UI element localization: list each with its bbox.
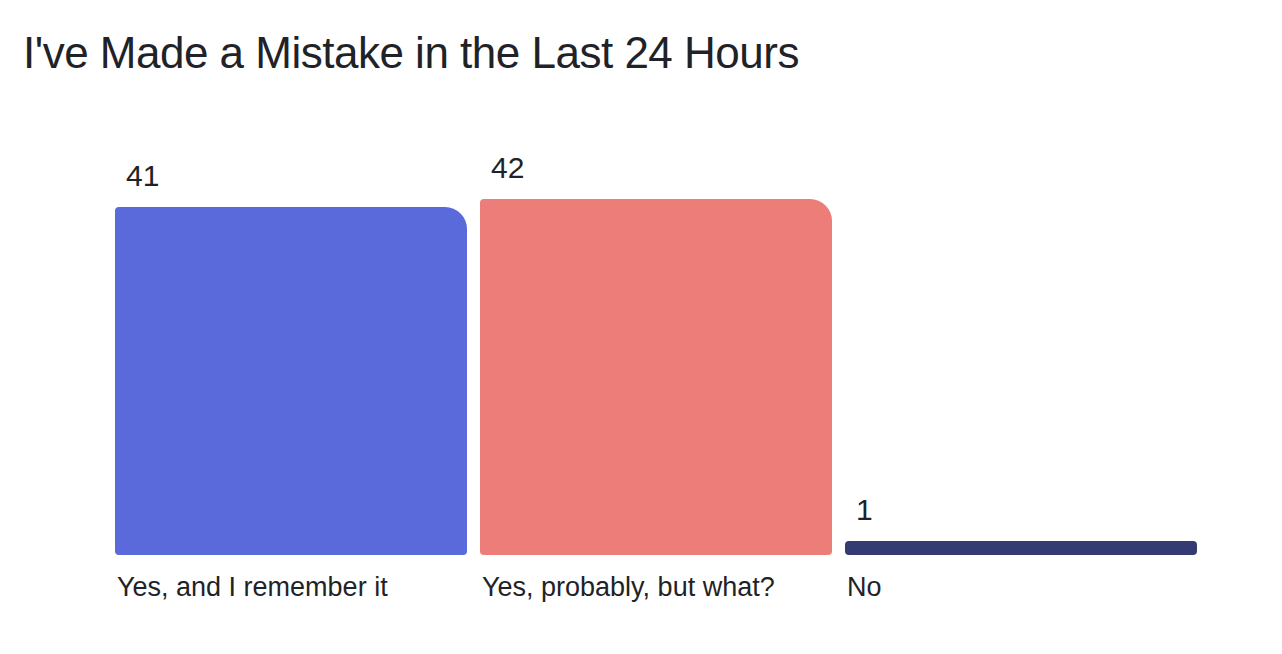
bar-no [845,541,1197,555]
bar-yes-probably [480,199,832,555]
category-label: Yes, and I remember it [117,571,388,603]
chart-title: I've Made a Mistake in the Last 24 Hours [23,28,799,78]
bar-chart: 41 Yes, and I remember it 42 Yes, probab… [115,140,1197,555]
bar-column-yes-probably: 42 Yes, probably, but what? [480,140,832,555]
bar-yes-remember [115,207,467,555]
bar-column-yes-remember: 41 Yes, and I remember it [115,140,467,555]
bar-column-no: 1 No [845,140,1197,555]
value-label: 41 [126,159,467,194]
chart-page: I've Made a Mistake in the Last 24 Hours… [0,0,1282,654]
value-label: 1 [856,493,1197,528]
category-label: Yes, probably, but what? [482,571,775,603]
category-label: No [847,571,882,603]
value-label: 42 [491,151,832,186]
